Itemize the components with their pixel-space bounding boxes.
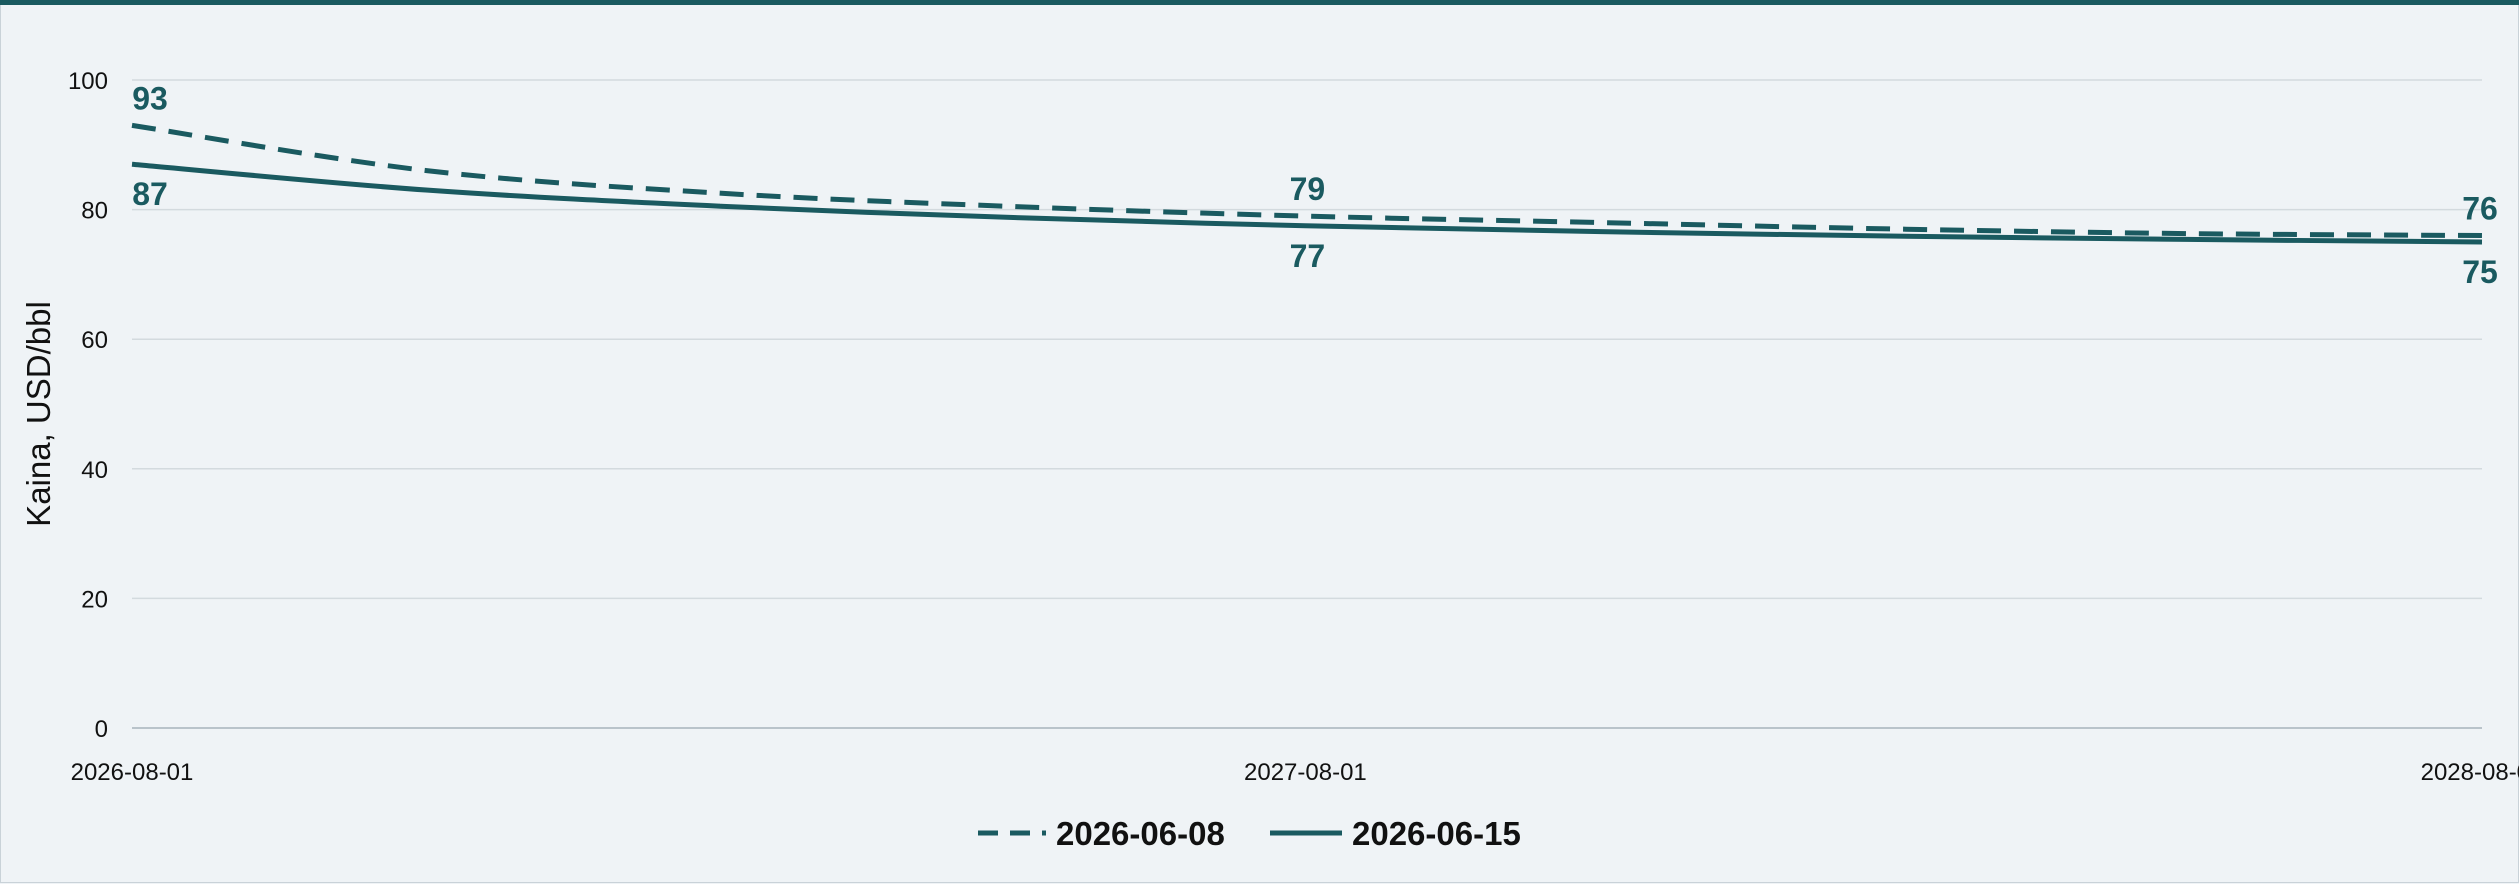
series-lines <box>131 122 2483 245</box>
data-label: 76 <box>2462 191 2498 227</box>
y-tick-label: 80 <box>81 198 108 225</box>
series-line <box>131 122 2483 239</box>
legend: 2026-06-08 2026-06-15 <box>978 815 1521 852</box>
data-label: 77 <box>1290 238 1326 274</box>
legend-label: 2026-06-08 <box>1056 815 1225 852</box>
y-tick-label: 40 <box>81 457 108 484</box>
legend-label: 2026-06-15 <box>1352 815 1521 852</box>
data-label: 93 <box>132 80 168 116</box>
gridlines <box>132 79 2482 729</box>
data-label: 79 <box>1290 171 1326 207</box>
y-axis-label: Kaina, USD/bbl <box>20 301 57 527</box>
y-tick-label: 60 <box>81 327 108 354</box>
top-accent-bar <box>0 0 2519 5</box>
data-labels: 93 79 76 87 77 75 <box>132 80 2498 290</box>
data-label: 75 <box>2462 254 2498 290</box>
series-line <box>131 161 2483 245</box>
data-label: 87 <box>132 176 168 212</box>
x-tick-label: 2026-08-01 <box>71 759 194 786</box>
y-axis-ticks: 0 20 40 60 80 100 <box>68 68 108 743</box>
y-tick-label: 0 <box>95 716 108 743</box>
x-tick-label: 2028-08-01 <box>2421 759 2519 786</box>
y-tick-label: 100 <box>68 68 108 95</box>
x-axis-ticks: 2026-08-01 2027-08-01 2028-08-01 <box>71 759 2519 786</box>
y-tick-label: 20 <box>81 586 108 613</box>
x-tick-label: 2027-08-01 <box>1244 759 1367 786</box>
